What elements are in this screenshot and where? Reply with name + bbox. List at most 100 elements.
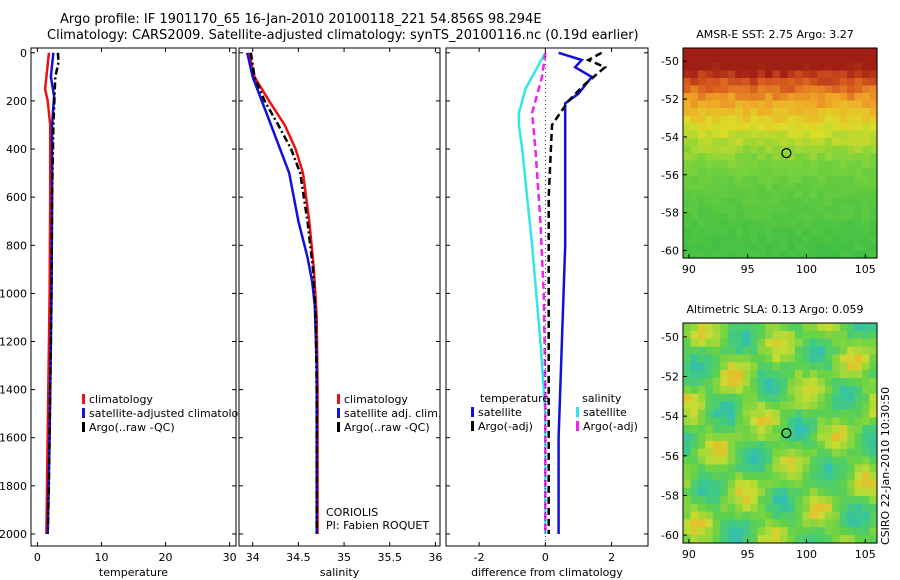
heatmap-cell — [697, 205, 706, 214]
heatmap-cell — [854, 100, 863, 109]
heatmap-cell — [720, 480, 729, 489]
heatmap-cell — [794, 235, 803, 244]
x-tick-label: 30 — [223, 551, 237, 564]
heatmap-cell — [824, 160, 833, 169]
heatmap-cell — [862, 448, 871, 458]
heatmap-cell — [839, 535, 848, 544]
heatmap-cell — [862, 338, 871, 348]
heatmap-cell — [727, 417, 736, 426]
heatmap-cell — [772, 115, 781, 124]
heatmap-cell — [794, 393, 803, 403]
x-tick-label: 34 — [246, 551, 260, 564]
heatmap-cell — [727, 115, 736, 124]
heatmap-cell — [854, 503, 863, 513]
heatmap-cell — [869, 448, 878, 458]
heatmap-cell — [712, 472, 721, 481]
heatmap-cell — [787, 205, 796, 214]
heatmap-cell — [705, 456, 714, 466]
heatmap-cell — [832, 495, 841, 505]
heatmap-cell — [757, 472, 766, 481]
heatmap-cell — [869, 198, 878, 207]
heatmap-cell — [802, 78, 811, 87]
heatmap-cell — [839, 78, 848, 87]
heatmap-cell — [757, 480, 766, 489]
heatmap-cell — [802, 100, 811, 109]
heatmap-cell — [817, 70, 826, 79]
heatmap-cell — [712, 160, 721, 169]
heatmap-cell — [869, 115, 878, 124]
heatmap-cell — [787, 168, 796, 177]
heatmap-cell — [780, 93, 789, 102]
heatmap-cell — [787, 85, 796, 94]
heatmap-cell — [750, 354, 759, 363]
heatmap-cell — [690, 175, 699, 184]
heatmap-cell — [817, 145, 826, 154]
heatmap-cell — [712, 385, 721, 395]
heatmap-cell — [780, 243, 789, 252]
heatmap-cell — [817, 198, 826, 207]
heatmap-cell — [757, 123, 766, 132]
heatmap-cell — [809, 228, 818, 237]
heatmap-cell — [690, 100, 699, 109]
heatmap-cell — [705, 338, 714, 348]
heatmap-cell — [735, 55, 744, 64]
heatmap-cell — [862, 243, 871, 252]
heatmap-cell — [683, 385, 692, 395]
heatmap-cell — [690, 488, 699, 497]
heatmap-cell — [794, 168, 803, 177]
heatmap-cell — [697, 323, 706, 332]
heatmap-cell — [750, 205, 759, 214]
heatmap-cell — [780, 417, 789, 426]
heatmap-cell — [697, 495, 706, 505]
heatmap-cell — [809, 70, 818, 79]
heatmap-cell — [765, 153, 774, 162]
map-y-tick-label: -56 — [661, 450, 679, 463]
heatmap-cell — [839, 235, 848, 244]
heatmap-cell — [794, 330, 803, 340]
heatmap-cell — [683, 48, 692, 57]
heatmap-cell — [705, 213, 714, 222]
heatmap-cell — [712, 338, 721, 348]
map-sla-cells — [683, 323, 878, 544]
heatmap-cell — [862, 511, 871, 521]
heatmap-cell — [742, 511, 751, 521]
heatmap-cell — [720, 160, 729, 169]
heatmap-cell — [809, 213, 818, 222]
heatmap-cell — [869, 93, 878, 102]
heatmap-cell — [772, 198, 781, 207]
y-tick-label: 600 — [6, 191, 27, 204]
heatmap-cell — [712, 250, 721, 259]
heatmap-cell — [854, 153, 863, 162]
x-tick-label: 20 — [159, 551, 173, 564]
heatmap-cell — [787, 409, 796, 418]
heatmap-cell — [794, 250, 803, 259]
heatmap-cell — [757, 346, 766, 356]
heatmap-cell — [839, 464, 848, 473]
heatmap-cell — [809, 401, 818, 411]
heatmap-cell — [772, 409, 781, 418]
heatmap-cell — [750, 70, 759, 79]
heatmap-cell — [712, 145, 721, 154]
heatmap-cell — [735, 378, 744, 387]
heatmap-cell — [712, 330, 721, 340]
heatmap-cell — [757, 330, 766, 340]
heatmap-cell — [780, 55, 789, 64]
heatmap-cell — [727, 519, 736, 528]
heatmap-cell — [772, 330, 781, 340]
heatmap-cell — [839, 153, 848, 162]
heatmap-cell — [847, 456, 856, 466]
heatmap-cell — [802, 123, 811, 132]
annotation-text: PI: Fabien ROQUET — [326, 519, 429, 532]
heatmap-cell — [802, 175, 811, 184]
heatmap-cell — [802, 409, 811, 418]
heatmap-cell — [839, 425, 848, 434]
heatmap-cell — [787, 70, 796, 79]
heatmap-cell — [847, 190, 856, 199]
heatmap-cell — [862, 464, 871, 473]
heatmap-cell — [683, 213, 692, 222]
heatmap-cell — [683, 115, 692, 124]
heatmap-cell — [690, 243, 699, 252]
heatmap-cell — [712, 362, 721, 371]
heatmap-cell — [862, 213, 871, 222]
heatmap-cell — [854, 85, 863, 94]
